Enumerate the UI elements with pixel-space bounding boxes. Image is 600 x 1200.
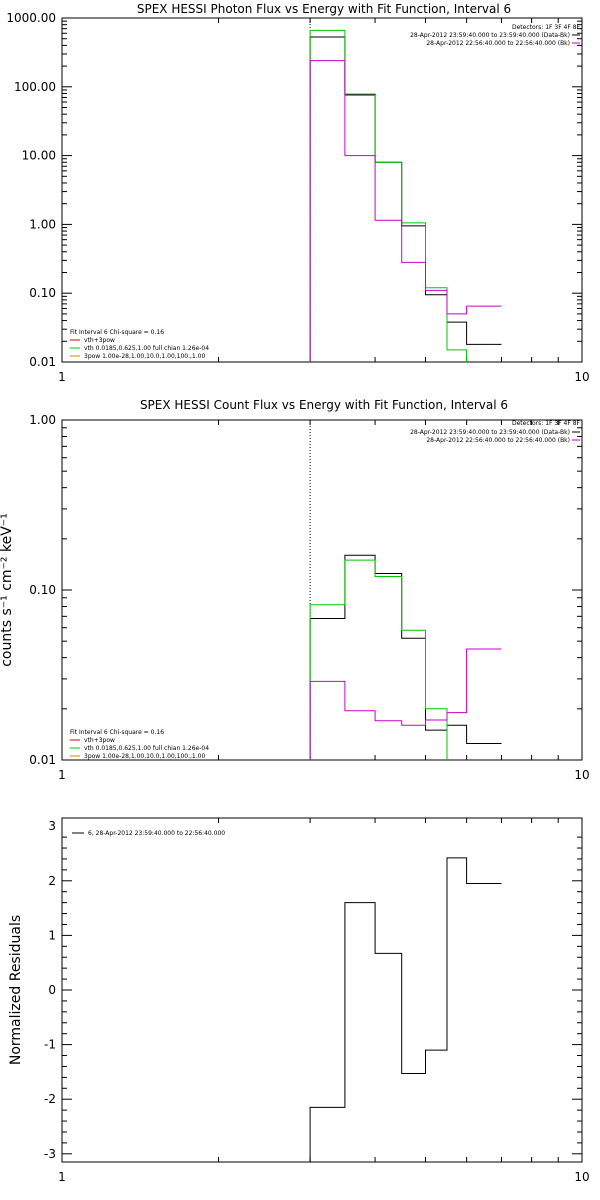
photon-legend-fit-interval: Fit Interval 6 Chi-square = 0.16: [70, 329, 164, 336]
count-legend-bk: 28-Apr-2012 22:56:40.000 to 22:56:40.000…: [426, 437, 570, 444]
residual-y-tick-label: -1: [44, 1038, 56, 1052]
photon-legend-3pow: 3pow 1.00e-28,1.00,10.0,1.00,100.,1.00: [84, 353, 205, 360]
photon-legend-detectors: Detectors: 1F 3F 4F 8F: [512, 24, 581, 31]
residual-x-tick-label: 1: [58, 1170, 66, 1184]
count-y-tick-label: 1.00: [29, 413, 56, 427]
photon-x-tick-label: 1: [58, 370, 66, 384]
count-x-tick-label: 1: [58, 768, 66, 782]
residual-y-tick-label: -3: [44, 1147, 56, 1161]
photon-legend-vth: vth 0.0185,0.625,1.00 full chian 1.26e-0…: [84, 345, 209, 352]
residual-series-group: [309, 857, 502, 1162]
residuals-legend-text: 6, 28-Apr-2012 23:59:40.000 to 22:56:40.…: [88, 830, 225, 837]
residual-plot-area: 1 10 -3 -2 -1 0 1 2 3: [44, 817, 590, 1184]
photon-y-tick-label: 10.00: [22, 149, 56, 163]
count-flux-title: SPEX HESSI Count Flux vs Energy with Fit…: [140, 398, 508, 412]
photon-flux-legend-top-right: Detectors: 1F 3F 4F 8F 28-Apr-2012 23:59…: [410, 24, 580, 47]
count-y-tick-label: 0.01: [29, 753, 56, 767]
photon-series-line-2: [309, 60, 502, 362]
count-plot-area: 1 10 0.01 0.10 1.00: [29, 413, 589, 782]
count-legend-data-bk: 28-Apr-2012 23:59:40.000 to 23:59:40.000…: [410, 429, 570, 436]
count-series-line-1: [309, 559, 448, 760]
photon-y-tick-label: 1000.00: [6, 11, 56, 25]
count-axes-frame: [61, 419, 583, 761]
photon-plot-area: 1 10 0.01 0.10 1.00 10.00 100.00 1000.00: [6, 11, 589, 384]
residual-axes-frame: [61, 817, 583, 1163]
residual-y-tick-label: 3: [48, 819, 56, 833]
photon-flux-legend-bottom-left: Fit Interval 6 Chi-square = 0.16 vth+3po…: [70, 329, 209, 360]
residual-y-tick-label: 0: [48, 983, 56, 997]
photon-x-tick-label: 10: [574, 370, 589, 384]
photon-legend-model: vth+3pow: [84, 337, 115, 344]
photon-series-group: [309, 29, 502, 362]
residuals-panel: Normalized Residuals 6, 28-Apr-2012 23:5…: [8, 830, 225, 1065]
count-legend-fit-interval: Fit Interval 6 Chi-square = 0.16: [70, 729, 164, 736]
photon-legend-data-bk: 28-Apr-2012 23:59:40.000 to 23:59:40.000…: [410, 32, 570, 39]
count-series-line-2: [309, 648, 502, 760]
photon-axes-frame: [61, 17, 583, 363]
residual-y-tick-label: 1: [48, 928, 56, 942]
residual-x-tick-label: 10: [574, 1170, 589, 1184]
count-series-group: [309, 554, 502, 760]
photon-flux-panel: SPEX HESSI Photon Flux vs Energy with Fi…: [70, 2, 581, 360]
count-flux-legend-bottom-left: Fit Interval 6 Chi-square = 0.16 vth+3po…: [70, 729, 209, 760]
photon-series-line-0: [309, 36, 502, 362]
photon-series-line-1: [309, 29, 468, 362]
residual-series-line-0: [309, 857, 502, 1162]
count-flux-panel: SPEX HESSI Count Flux vs Energy with Fit…: [0, 398, 581, 760]
photon-legend-bk: 28-Apr-2012 22:56:40.000 to 22:56:40.000…: [426, 40, 570, 47]
photon-y-tick-label: 0.01: [29, 355, 56, 369]
residuals-legend: 6, 28-Apr-2012 23:59:40.000 to 22:56:40.…: [72, 830, 225, 837]
count-flux-legend-top-right: Detectors: 1F 3F 4F 8F 28-Apr-2012 23:59…: [410, 420, 580, 444]
photon-flux-title: SPEX HESSI Photon Flux vs Energy with Fi…: [137, 2, 511, 16]
residual-y-tick-label: 2: [48, 874, 56, 888]
count-flux-ylabel: counts s⁻¹ cm⁻² keV⁻¹: [0, 513, 15, 667]
count-x-tick-label: 10: [574, 768, 589, 782]
count-legend-3pow: 3pow 1.00e-28,1.00,10.0,1.00,100.,1.00: [84, 753, 205, 760]
residuals-ylabel: Normalized Residuals: [8, 915, 24, 1065]
photon-y-tick-label: 100.00: [14, 80, 56, 94]
count-legend-detectors: Detectors: 1F 3F 4F 8F: [512, 420, 581, 427]
photon-y-tick-label: 0.10: [29, 286, 56, 300]
photon-y-tick-label: 1.00: [29, 217, 56, 231]
count-legend-model: vth+3pow: [84, 737, 115, 744]
count-y-tick-label: 0.10: [29, 583, 56, 597]
count-legend-vth: vth 0.0185,0.625,1.00 full chian 1.26e-0…: [84, 745, 209, 752]
residual-y-tick-label: -2: [44, 1092, 56, 1106]
count-series-line-0: [309, 554, 502, 760]
